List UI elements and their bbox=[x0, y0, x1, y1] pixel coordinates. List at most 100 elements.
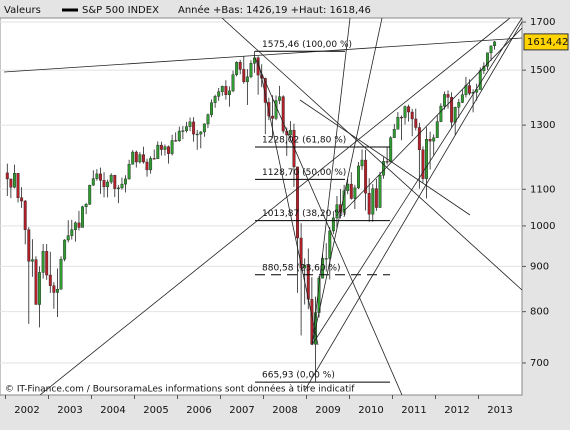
x-tick-label: 2013 bbox=[487, 405, 512, 416]
candle-body bbox=[224, 86, 228, 95]
candle-body bbox=[392, 129, 396, 138]
fib-label: 1013,87 (38,20 %) bbox=[262, 209, 346, 219]
candle-body bbox=[249, 63, 253, 78]
candle-body bbox=[399, 117, 403, 119]
candle-body bbox=[378, 175, 382, 208]
x-tick-label: 2003 bbox=[57, 405, 82, 416]
x-tick-label: 2008 bbox=[272, 405, 297, 416]
candle-body bbox=[73, 222, 77, 230]
trend-line bbox=[311, 18, 383, 346]
candle-body bbox=[20, 197, 24, 202]
x-tick-label: 2002 bbox=[14, 405, 39, 416]
candle-body bbox=[414, 118, 418, 128]
candle-body bbox=[59, 259, 63, 290]
candle-body bbox=[278, 96, 282, 101]
candle-body bbox=[177, 130, 181, 142]
candle-body bbox=[210, 102, 213, 115]
candle-body bbox=[167, 146, 170, 154]
candle-body bbox=[181, 130, 185, 132]
candle-body bbox=[292, 129, 296, 168]
candle-body bbox=[102, 180, 106, 188]
header-range: Année +Bas: 1426,19 +Haut: 1618,46 bbox=[178, 4, 371, 16]
candle-body bbox=[356, 165, 360, 189]
fib-label: 665,93 (0,00 %) bbox=[262, 371, 335, 381]
candle-body bbox=[296, 166, 299, 239]
candle-body bbox=[227, 90, 231, 95]
candle-body bbox=[403, 106, 407, 118]
candle-body bbox=[217, 91, 221, 97]
x-tick-label: 2006 bbox=[186, 405, 211, 416]
candle-body bbox=[109, 175, 113, 183]
candle-body bbox=[371, 188, 375, 215]
candle-body bbox=[56, 289, 59, 293]
candle-body bbox=[5, 172, 9, 180]
trend-line bbox=[299, 99, 471, 216]
candle-body bbox=[460, 94, 464, 103]
x-tick-label: 2010 bbox=[358, 405, 383, 416]
fib-label: 880,58 (23,60 %) bbox=[262, 263, 341, 273]
candle-body bbox=[421, 149, 425, 179]
y-tick-label: 1700 bbox=[530, 17, 555, 28]
footer: © IT-Finance.com / BoursoramaLes informa… bbox=[5, 384, 355, 395]
candle-body bbox=[417, 127, 421, 151]
y-axis: 700 800 900 1000 1100 1300 1500 1700 bbox=[522, 17, 555, 369]
candle-body bbox=[446, 94, 450, 98]
candle-body bbox=[145, 161, 149, 171]
candle-body bbox=[450, 96, 454, 123]
candle-body bbox=[195, 133, 199, 136]
grid bbox=[0, 21, 522, 364]
candle-body bbox=[328, 230, 332, 259]
trend-line bbox=[311, 18, 522, 346]
candle-body bbox=[267, 102, 271, 117]
candle-body bbox=[88, 184, 92, 205]
candle-body bbox=[48, 274, 52, 286]
candle-body bbox=[63, 239, 67, 260]
legend-entry: S&P 500 INDEX bbox=[82, 5, 159, 16]
trend-line bbox=[257, 59, 319, 346]
candle-body bbox=[174, 140, 178, 142]
fib-label: 1575,46 (100,00 %) bbox=[262, 40, 352, 50]
candle-body bbox=[163, 146, 167, 150]
candle-body bbox=[99, 173, 102, 181]
candle-body bbox=[385, 161, 389, 163]
trend-line bbox=[344, 27, 522, 211]
candle-body bbox=[170, 140, 174, 154]
candle-body bbox=[138, 154, 142, 163]
candle-body bbox=[442, 94, 446, 107]
trend-line bbox=[254, 57, 403, 395]
candle-body bbox=[38, 272, 41, 305]
candle-body bbox=[270, 115, 274, 119]
candle-body bbox=[127, 164, 131, 180]
candle-body bbox=[231, 74, 235, 92]
candle-body bbox=[66, 235, 70, 241]
y-tick-label: 1500 bbox=[530, 65, 555, 76]
candle-body bbox=[382, 161, 385, 176]
candle-body bbox=[335, 204, 339, 219]
fibonacci-levels: 1575,46 (100,00 %) 1228,02 (61,80 %) 1128,… bbox=[255, 40, 390, 383]
candle-body bbox=[432, 137, 436, 142]
candle-body bbox=[45, 251, 49, 276]
candle-body bbox=[425, 139, 428, 179]
candle-body bbox=[478, 70, 482, 90]
x-tick-label: 2012 bbox=[444, 405, 469, 416]
candle-body bbox=[113, 175, 117, 189]
fib-label: 1128,70 (50,00 %) bbox=[262, 168, 346, 178]
candle-body bbox=[77, 222, 81, 228]
candle-body bbox=[192, 121, 196, 135]
candle-body bbox=[116, 187, 120, 189]
trend-line bbox=[311, 18, 351, 346]
y-tick-label: 700 bbox=[530, 358, 549, 369]
y-tick-label: 1100 bbox=[530, 184, 555, 195]
last-price-box bbox=[523, 33, 569, 51]
x-tick-label: 2005 bbox=[143, 405, 168, 416]
trend-line bbox=[221, 18, 522, 291]
last-price-label: 1614,42 bbox=[527, 37, 568, 48]
candle-body bbox=[303, 264, 307, 269]
candle-body bbox=[281, 96, 285, 132]
x-tick-label: 2011 bbox=[401, 405, 426, 416]
candle-body bbox=[235, 62, 239, 75]
candle-body bbox=[321, 258, 325, 279]
candle-body bbox=[389, 137, 393, 163]
candles bbox=[5, 40, 497, 382]
